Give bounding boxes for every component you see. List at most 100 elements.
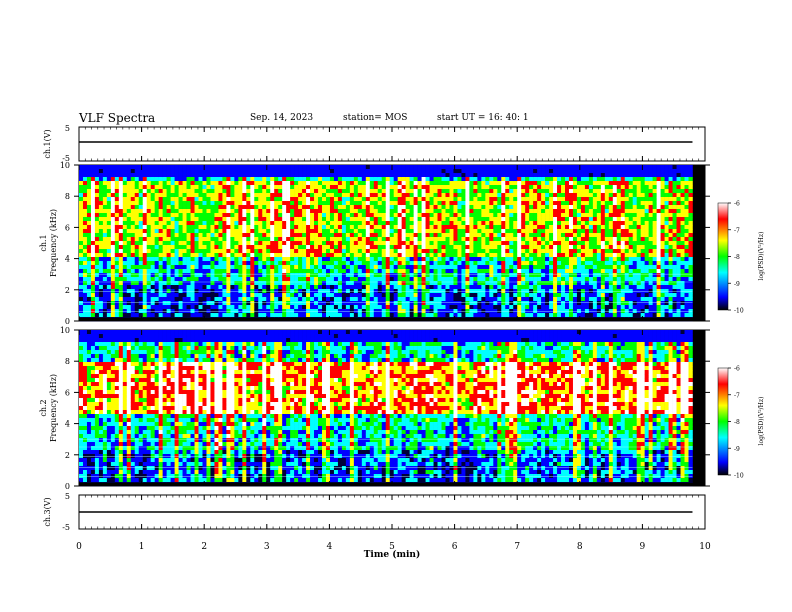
spectrogram-cell (417, 293, 422, 298)
spectrogram-cell (110, 305, 116, 310)
spectrogram-cell (246, 165, 251, 170)
spectrogram-cell (357, 197, 363, 202)
spectrogram-cell (325, 241, 331, 246)
spectrogram-cell (453, 233, 458, 238)
spectrogram-cell (325, 253, 331, 258)
spectrogram-cell (337, 313, 343, 318)
spectrogram-cell (385, 205, 391, 210)
spectrogram-cell (82, 209, 88, 214)
spectrogram-cell (158, 249, 163, 254)
spectrogram-cell (158, 229, 163, 234)
spectrogram-cell (102, 185, 108, 190)
spectrogram-cell (325, 193, 331, 198)
spectrogram-cell (580, 293, 586, 298)
spectrogram-cell (278, 281, 283, 286)
spectrogram-cell (274, 193, 279, 198)
spectrogram-cell (453, 177, 458, 182)
spectrogram-cell (238, 181, 243, 186)
spectrogram-cell (445, 237, 450, 242)
spectrogram-cell (138, 193, 144, 198)
spectrogram-cell (568, 273, 574, 278)
spectrogram-cell (214, 201, 219, 206)
spectrogram-cell (206, 217, 211, 222)
spectrogram-cell (262, 313, 267, 318)
spectrogram-cell (409, 213, 414, 218)
spectrogram-cell (302, 217, 307, 222)
spectrogram-cell (310, 285, 315, 290)
spectrogram-cell (162, 229, 167, 234)
spectrogram-cell (417, 241, 422, 246)
spectrogram-cell (509, 261, 514, 266)
spectrogram-cell (465, 169, 470, 174)
spectrogram-cell (433, 205, 438, 210)
spectrogram-cell (178, 229, 183, 234)
spectrogram-cell (118, 309, 124, 314)
spectrogram-cell (517, 221, 522, 226)
spectrogram-cell (106, 201, 112, 206)
spectrogram-cell (98, 257, 104, 262)
spectrogram-cell (266, 205, 271, 210)
spectrogram-cell (122, 293, 128, 298)
spectrogram-cell (465, 225, 470, 230)
spectrogram-cell (290, 165, 295, 170)
spectrogram-cell (262, 257, 267, 262)
spectrogram-cell (90, 165, 96, 170)
spectrogram-cell (393, 293, 398, 298)
spectrogram-cell (114, 293, 120, 298)
spectrogram-cell (453, 305, 458, 310)
spectrogram-cell (405, 229, 410, 234)
spectrogram-cell (298, 217, 303, 222)
spectrogram-cell (126, 241, 132, 246)
spectrogram-cell (322, 185, 327, 190)
spectrogram-cell (477, 261, 482, 266)
spectrogram-cell (341, 257, 347, 262)
spectrogram-cell (357, 217, 363, 222)
spectrogram-cell (409, 165, 414, 170)
spectrogram-cell (393, 257, 398, 262)
spectrogram-cell (158, 185, 163, 190)
spectrogram-cell (329, 297, 335, 302)
spectrogram-cell (106, 313, 112, 318)
spectrogram-cell (433, 249, 438, 254)
spectrogram-cell (341, 193, 347, 198)
spectrogram-cell (114, 245, 120, 250)
spectrogram-cell (437, 293, 442, 298)
spectrogram-cell (94, 189, 100, 194)
spectrogram-cell (437, 233, 442, 238)
spectrogram-cell (110, 281, 116, 286)
spectrogram-cell (529, 305, 534, 310)
spectrogram-cell (517, 205, 522, 210)
spectrogram-cell (286, 201, 291, 206)
spectrogram-cell (549, 173, 554, 178)
spectrogram-cell (98, 205, 104, 210)
spectrogram-cell (541, 185, 546, 190)
spectrogram-cell (493, 245, 498, 250)
spectrogram-cell (541, 237, 546, 242)
spectrogram-cell (521, 225, 526, 230)
spectrogram-cell (461, 281, 466, 286)
spectrogram-cell (425, 229, 430, 234)
spectrogram-cell (457, 245, 462, 250)
spectrogram-cell (461, 261, 466, 266)
spectrogram-cell (393, 269, 398, 274)
spectrogram-cell (325, 305, 331, 310)
spectrogram-cell (576, 197, 582, 202)
spectrogram-cell (178, 201, 183, 206)
spectrogram-cell (561, 281, 566, 286)
spectrogram-cell (286, 229, 291, 234)
spectrogram-cell (473, 265, 478, 270)
spectrogram-cell (262, 269, 267, 274)
spectrogram-cell (505, 221, 510, 226)
spectrogram-cell (341, 197, 347, 202)
spectrogram-cell (337, 245, 343, 250)
spectrogram-cell (325, 173, 331, 178)
spectrogram-cell (369, 165, 375, 170)
spectrogram-cell (154, 237, 159, 242)
spectrogram-cell (182, 173, 187, 178)
spectrogram-cell (557, 173, 562, 178)
spectrogram-cell (202, 209, 207, 214)
spectrogram-cell (242, 229, 247, 234)
spectrogram-cell (138, 185, 144, 190)
spectrogram-cell (226, 229, 231, 234)
spectrogram-cell (290, 253, 295, 258)
